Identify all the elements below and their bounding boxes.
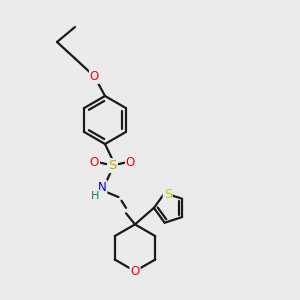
Text: O: O [130, 265, 140, 278]
Text: S: S [108, 159, 117, 172]
Text: O: O [90, 70, 99, 83]
Text: H: H [91, 190, 100, 201]
Text: O: O [90, 156, 99, 169]
Text: S: S [164, 188, 172, 201]
Text: O: O [126, 156, 135, 169]
Text: N: N [98, 181, 106, 194]
